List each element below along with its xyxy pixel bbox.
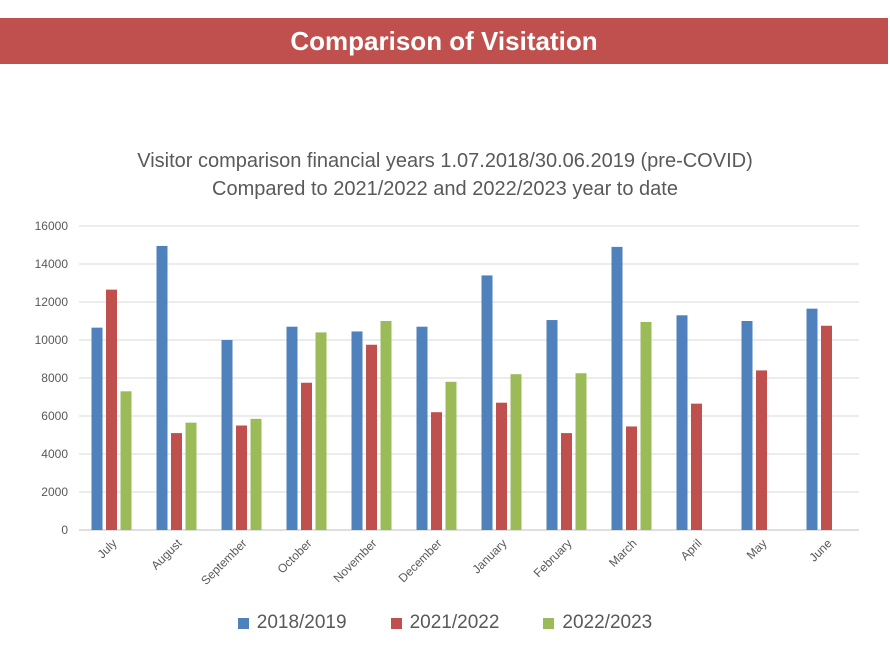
bar-2022-2023-march bbox=[640, 321, 652, 530]
page-title: Comparison of Visitation bbox=[290, 25, 598, 56]
bar-2022-2023-november bbox=[380, 321, 392, 530]
bar-2021-2022-june bbox=[821, 325, 832, 530]
bar-2021-2022-december bbox=[431, 412, 442, 530]
x-tick-label: September bbox=[198, 536, 249, 587]
x-tick-label: April bbox=[678, 536, 705, 563]
legend-label: 2021/2022 bbox=[409, 612, 500, 633]
chart-title: Visitor comparison financial years 1.07.… bbox=[137, 150, 753, 172]
bar-2018-2019-january bbox=[481, 275, 493, 530]
x-tick-label: December bbox=[396, 536, 445, 585]
legend-label: 2018/2019 bbox=[256, 612, 347, 633]
x-tick-label: June bbox=[806, 536, 835, 565]
x-tick-label: February bbox=[531, 536, 575, 580]
legend-swatch bbox=[237, 617, 249, 629]
y-tick-label: 2000 bbox=[41, 485, 68, 499]
bar-2021-2022-november bbox=[366, 344, 377, 530]
bar-2018-2019-december bbox=[416, 326, 428, 530]
bar-2018-2019-february bbox=[546, 320, 558, 530]
x-tick-label: November bbox=[331, 536, 380, 585]
bar-2022-2023-october bbox=[315, 332, 327, 530]
bar-2022-2023-december bbox=[445, 381, 457, 530]
x-tick-label: October bbox=[275, 536, 315, 576]
bar-2018-2019-july bbox=[91, 327, 103, 530]
x-tick-label: July bbox=[95, 536, 120, 561]
x-tick-label: January bbox=[470, 536, 510, 576]
legend-label: 2022/2023 bbox=[562, 612, 653, 633]
bar-2022-2023-january bbox=[510, 374, 522, 530]
bar-chart: 0 2000 4000 6000 8000 10000 12000 14000 16000 Jul… bbox=[35, 219, 859, 588]
bar-2018-2019-november bbox=[351, 331, 363, 530]
y-tick-label: 8000 bbox=[41, 371, 68, 385]
bar-2022-2023-september bbox=[250, 418, 262, 530]
y-tick-label: 16000 bbox=[35, 219, 69, 233]
legend-item: 2021/2022 bbox=[390, 612, 500, 634]
y-tick-label: 0 bbox=[61, 523, 68, 537]
title-banner: Comparison of Visitation bbox=[0, 18, 888, 64]
bar-2018-2019-april bbox=[676, 315, 688, 530]
y-tick-label: 4000 bbox=[41, 447, 68, 461]
legend-swatch bbox=[390, 617, 402, 629]
bar-2021-2022-july bbox=[106, 289, 117, 530]
bar-2022-2023-july bbox=[120, 391, 132, 530]
bar-2021-2022-september bbox=[236, 425, 247, 530]
chart-subtitle: Compared to 2021/2022 and 2022/2023 year… bbox=[212, 178, 678, 200]
bar-2021-2022-march bbox=[626, 426, 637, 530]
y-tick-label: 14000 bbox=[35, 257, 69, 271]
x-tick-label: May bbox=[744, 536, 770, 562]
bar-2018-2019-october bbox=[286, 326, 298, 530]
chart-legend: 2018/2019 2021/2022 2022/2023 bbox=[0, 612, 890, 634]
bar-2021-2022-october bbox=[301, 382, 312, 530]
bar-2021-2022-february bbox=[561, 433, 572, 530]
legend-item: 2018/2019 bbox=[237, 612, 347, 634]
bar-2018-2019-august bbox=[156, 245, 168, 530]
bar-2021-2022-august bbox=[171, 433, 182, 530]
bar-2021-2022-may bbox=[756, 370, 767, 530]
bar-2018-2019-september bbox=[221, 340, 233, 530]
y-tick-label: 6000 bbox=[41, 409, 68, 423]
bar-2022-2023-february bbox=[575, 373, 587, 530]
y-tick-label: 10000 bbox=[35, 333, 69, 347]
bar-2021-2022-january bbox=[496, 402, 507, 530]
bar-2018-2019-june bbox=[806, 308, 818, 530]
y-tick-label: 12000 bbox=[35, 295, 69, 309]
bar-2022-2023-august bbox=[185, 422, 197, 530]
legend-item: 2022/2023 bbox=[543, 612, 652, 634]
bar-2018-2019-may bbox=[741, 321, 753, 530]
bar-2021-2022-april bbox=[691, 403, 702, 530]
legend-swatch bbox=[543, 617, 555, 629]
x-tick-label: August bbox=[148, 536, 185, 573]
x-tick-label: March bbox=[606, 536, 639, 569]
bar-2018-2019-march bbox=[611, 246, 623, 530]
